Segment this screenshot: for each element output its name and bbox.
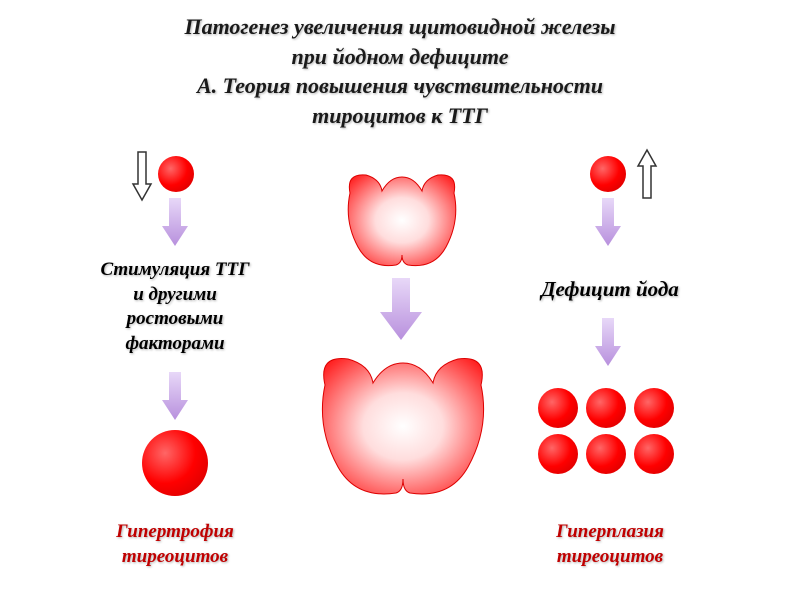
purple-arrow-right-mid — [593, 318, 623, 368]
thyroid-small — [340, 165, 464, 273]
title-line-3: А. Теория повышения чувствительности — [40, 71, 760, 101]
hyperplasia-line-1: Гиперплазия — [510, 520, 710, 545]
thyroid-large — [310, 345, 496, 505]
title-line-1: Патогенез увеличения щитовидной железы — [40, 12, 760, 42]
deficit-label: Дефицит йода — [510, 276, 710, 303]
hypertrophy-line-1: Гипертрофия — [75, 520, 275, 545]
hypertrophy-label: Гипертрофия тиреоцитов — [75, 520, 275, 569]
cluster-circle — [538, 434, 578, 474]
hyperplasia-line-2: тиреоцитов — [510, 545, 710, 570]
title-line-4: тироцитов к ТТГ — [40, 101, 760, 131]
purple-arrow-left-top — [160, 198, 190, 248]
purple-arrow-left-mid — [160, 372, 190, 422]
hyperplasia-cluster — [538, 388, 674, 474]
cluster-circle — [586, 434, 626, 474]
outline-arrow-left-down — [131, 150, 153, 202]
title-line-2: при йодном дефиците — [40, 42, 760, 72]
stimulation-line-4: факторами — [65, 332, 285, 357]
stimulation-line-1: Стимуляция ТТГ — [65, 258, 285, 283]
cluster-circle — [586, 388, 626, 428]
page-title: Патогенез увеличения щитовидной железы п… — [0, 0, 800, 141]
hypertrophy-line-2: тиреоцитов — [75, 545, 275, 570]
hyperplasia-label: Гиперплазия тиреоцитов — [510, 520, 710, 569]
purple-arrow-right-top — [593, 198, 623, 248]
stimulation-line-3: ростовыми — [65, 307, 285, 332]
left-large-circle — [142, 430, 208, 496]
right-small-circle — [590, 156, 626, 192]
cluster-circle — [538, 388, 578, 428]
stimulation-line-2: и другими — [65, 283, 285, 308]
cluster-circle — [634, 388, 674, 428]
left-small-circle — [158, 156, 194, 192]
outline-arrow-right-up — [636, 148, 658, 200]
stimulation-label: Стимуляция ТТГ и другими ростовыми факто… — [65, 258, 285, 357]
cluster-circle — [634, 434, 674, 474]
purple-arrow-center — [378, 278, 424, 342]
